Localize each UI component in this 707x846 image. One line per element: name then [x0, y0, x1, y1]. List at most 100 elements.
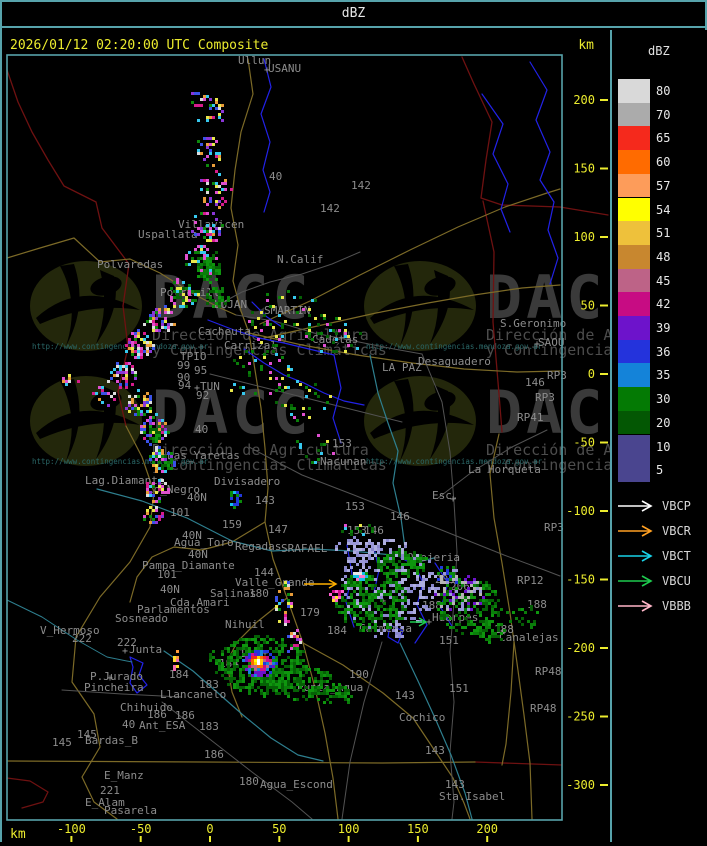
- map-label: Canalejas: [499, 631, 559, 644]
- legend-swatch-70: [618, 102, 650, 127]
- watermark-url: http://www.contingencias.mendoza.gov.ar: [32, 342, 209, 351]
- map-feature-line: [6, 777, 49, 809]
- map-label: V_Hermoso: [40, 624, 100, 637]
- map-label: RP41: [517, 411, 544, 424]
- axis-tick-label: 50: [581, 299, 595, 313]
- map-feature-line: [6, 237, 237, 316]
- axis-tick-label: 200: [476, 822, 498, 836]
- map-feature-line: [215, 251, 361, 307]
- map-label: Junta: [129, 643, 162, 656]
- map-label: TUN: [200, 380, 220, 393]
- map-feature-line: [207, 319, 335, 356]
- map-feature-line: [230, 58, 254, 334]
- legend-swatch-65: [618, 126, 650, 151]
- map-feature-line: [260, 58, 272, 213]
- map-label: 142: [351, 179, 371, 192]
- map-label: SRAFAEL: [281, 542, 328, 555]
- map-label: 101: [157, 568, 177, 581]
- map-label: 144: [254, 566, 274, 579]
- map-feature-line: [387, 624, 404, 644]
- map-feature-line: [226, 597, 288, 718]
- map-feature-line: [437, 429, 548, 499]
- legend-vector-VBCP: VBCP: [616, 498, 691, 514]
- map-feature-line: [251, 301, 283, 328]
- map-feature-line: [129, 521, 266, 603]
- map-label: USANU: [268, 62, 301, 75]
- watermark-url: http://www.contingencias.mendoza.gov.ar: [366, 457, 543, 466]
- station-marker: +: [534, 339, 540, 350]
- legend-swatch-label: 39: [656, 321, 671, 335]
- axis-tick-label: 100: [338, 822, 360, 836]
- legend-swatch-51: [618, 221, 650, 245]
- map-feature-line: [163, 650, 324, 762]
- map-feature-line: [501, 641, 515, 766]
- map-label: 159: [222, 518, 242, 531]
- map-label: 40: [195, 423, 208, 436]
- map-label: Pampa_Diamante: [142, 559, 235, 572]
- map-label: Ullun: [238, 54, 271, 67]
- map-label: 146: [390, 510, 410, 523]
- legend-swatch-48: [618, 244, 650, 269]
- map-label: 153: [332, 437, 352, 450]
- dacc-logo-icon: [364, 376, 476, 466]
- map-label: Sosneado: [115, 612, 168, 625]
- map-label: La Horqueta: [468, 463, 541, 476]
- map-feature-line: [489, 433, 533, 820]
- map-label: 180: [239, 775, 259, 788]
- vector-label: VBCU: [662, 574, 691, 588]
- map-label: 151: [439, 634, 459, 647]
- map-label: RP12: [517, 574, 544, 587]
- map-label: Salinas: [210, 587, 256, 600]
- vector-arrow-icon: [618, 500, 653, 512]
- map-label: Divisadero: [214, 475, 280, 488]
- map-label: E_Alam: [85, 796, 125, 809]
- legend-swatch-42: [618, 292, 650, 316]
- map-label: 146: [525, 376, 545, 389]
- legend-swatch-label: 65: [656, 131, 671, 146]
- axis-tick-label: 0: [588, 367, 595, 381]
- vector-label: VBCP: [662, 499, 691, 513]
- map-label: 145: [52, 736, 72, 749]
- map-label: 190: [349, 668, 369, 681]
- map-feature-line: [474, 761, 563, 766]
- map-label: 40: [122, 718, 135, 731]
- map-label: Agua_Escond: [260, 778, 333, 791]
- map-label: Lag.Diamante: [85, 474, 164, 487]
- axis-tick-label: -100: [566, 504, 595, 518]
- map-label: 101: [170, 506, 190, 519]
- axis-tick-label: 0: [206, 822, 213, 836]
- map-label: Parlamentos: [137, 603, 210, 616]
- axis-tick-label: -300: [566, 778, 595, 792]
- map-label: Ant_ESA: [139, 719, 186, 732]
- map-label: Regadas: [235, 540, 281, 553]
- legend-vector-VBCR: VBCR: [616, 523, 691, 539]
- map-label: 183: [199, 720, 219, 733]
- window-title: dBZ: [341, 6, 366, 21]
- axis-tick-label: -200: [566, 641, 595, 655]
- bottom-axis-unit: km: [10, 827, 26, 842]
- map-label: 188: [527, 598, 547, 611]
- legend-swatch-39: [618, 316, 650, 340]
- map-label: 222: [72, 632, 92, 645]
- map-feature-line: [259, 188, 561, 325]
- axis-tick-label: -50: [130, 822, 152, 836]
- vector-arrow-icon: [618, 525, 653, 537]
- axis-tick-label: -150: [566, 573, 595, 587]
- legend-swatch-5: [618, 458, 650, 482]
- map-label: 143: [395, 689, 415, 702]
- legend-swatch-label: 54: [656, 202, 671, 217]
- map-label: E_Manz: [104, 769, 144, 782]
- watermark-line2: y Contingencias Climáticas: [152, 456, 387, 474]
- map-feature-line: [482, 200, 503, 433]
- watermark-line1: Dirección de Agricultura: [152, 441, 369, 459]
- legend-vector-VBCT: VBCT: [616, 548, 691, 564]
- legend-swatch-label: 45: [656, 273, 671, 288]
- map-label: 221: [100, 784, 120, 797]
- map-label: 40: [269, 170, 282, 183]
- axis-tick-label: 100: [573, 230, 595, 244]
- axis-tick-label: -100: [57, 822, 86, 836]
- watermark-url: http://www.contingencias.mendoza.gov.ar: [32, 457, 209, 466]
- legend-swatch-label: 42: [656, 297, 671, 312]
- map-label: Valle_Grande: [235, 576, 314, 589]
- legend-swatch-35: [618, 363, 650, 388]
